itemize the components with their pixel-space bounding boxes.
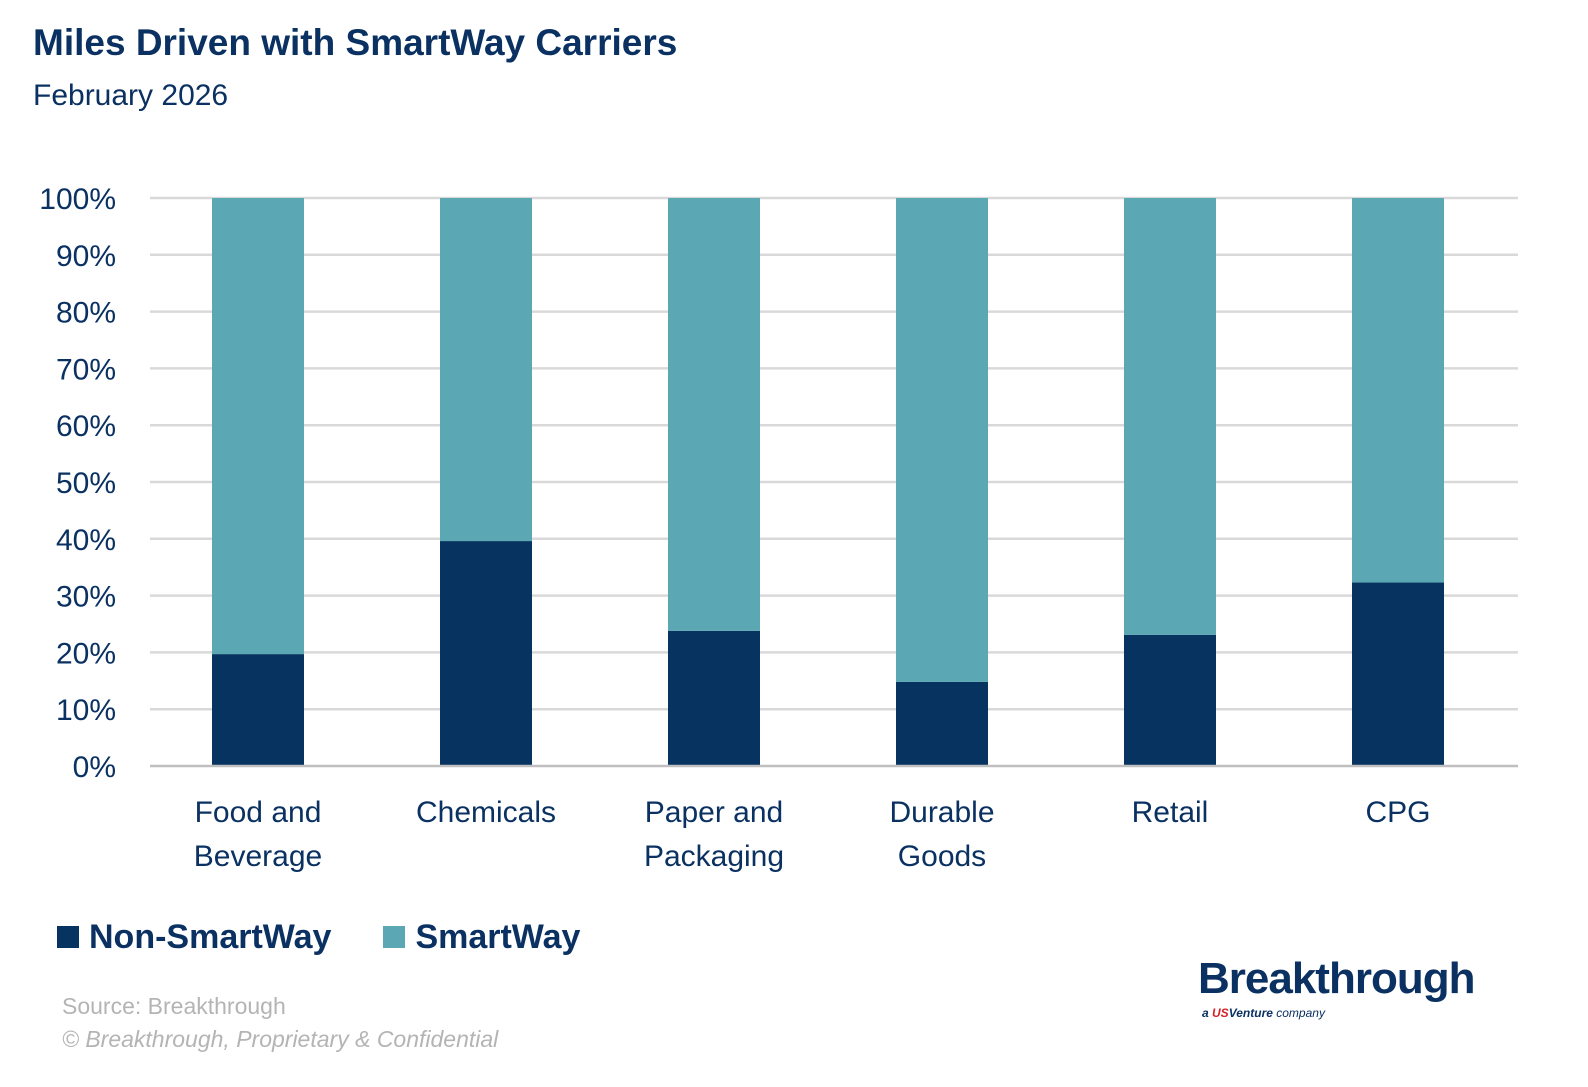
y-tick-label: 70% — [56, 353, 116, 386]
bar-non-smartway — [1124, 634, 1216, 766]
logo-tagline-venture: Venture — [1228, 1006, 1273, 1020]
x-category-label: Paper and — [645, 796, 783, 829]
x-category-label: Goods — [898, 840, 986, 873]
breakthrough-logo: Breakthrough a USVenture company — [1198, 954, 1475, 1021]
logo-tagline: a USVenture company — [1202, 1006, 1474, 1020]
logo-wordmark: Breakthrough — [1198, 954, 1475, 1003]
bar-non-smartway — [212, 654, 304, 766]
bar-non-smartway — [896, 681, 988, 766]
stacked-bar-chart: 0% 10% 20% 30% 40% 50% 60% 70% 80% 90% 100% Food an… — [39, 183, 1518, 873]
bar-non-smartway — [1352, 582, 1444, 766]
legend-swatch — [383, 926, 406, 948]
bar-smartway — [1124, 198, 1216, 635]
y-tick-label: 30% — [56, 581, 116, 614]
legend-item-non-smartway: Non-SmartWay — [57, 917, 331, 957]
y-tick-label: 60% — [56, 410, 116, 443]
y-tick-label: 10% — [56, 694, 116, 727]
legend-swatch — [57, 926, 79, 948]
x-category-label: CPG — [1365, 796, 1430, 829]
x-category-label: Chemicals — [416, 796, 556, 829]
x-category-label: Durable — [889, 796, 994, 829]
legend: Non-SmartWay SmartWay — [57, 917, 580, 957]
copyright-note: © Breakthrough, Proprietary & Confidenti… — [62, 1026, 499, 1052]
y-tick-label: 50% — [56, 467, 116, 500]
bar-smartway — [668, 198, 760, 631]
bar-smartway — [896, 198, 988, 682]
y-tick-label: 100% — [39, 183, 116, 216]
chart-title: Miles Driven with SmartWay Carriers — [33, 22, 678, 63]
y-tick-label: 80% — [56, 297, 116, 330]
x-category-label: Packaging — [644, 840, 784, 873]
logo-tagline-us: US — [1212, 1006, 1229, 1020]
source-note: Source: Breakthrough — [62, 993, 286, 1019]
y-tick-label: 0% — [73, 751, 116, 784]
bar-smartway — [1352, 198, 1444, 583]
bar-smartway — [440, 198, 532, 542]
logo-tagline-suffix: company — [1272, 1006, 1325, 1020]
x-category-label: Retail — [1132, 796, 1209, 829]
y-tick-label: 40% — [56, 524, 116, 557]
legend-label: SmartWay — [415, 918, 581, 956]
bar-smartway — [212, 198, 304, 655]
y-tick-label: 20% — [56, 637, 116, 670]
x-category-label: Food and — [195, 796, 322, 829]
legend-label: Non-SmartWay — [89, 918, 332, 956]
chart-subtitle: February 2026 — [33, 79, 229, 112]
x-category-label: Beverage — [194, 840, 322, 873]
legend-item-smartway: SmartWay — [383, 917, 580, 957]
y-tick-label: 90% — [56, 240, 116, 273]
bar-non-smartway — [668, 630, 760, 766]
bar-non-smartway — [440, 541, 532, 766]
logo-tagline-prefix: a — [1202, 1006, 1213, 1020]
